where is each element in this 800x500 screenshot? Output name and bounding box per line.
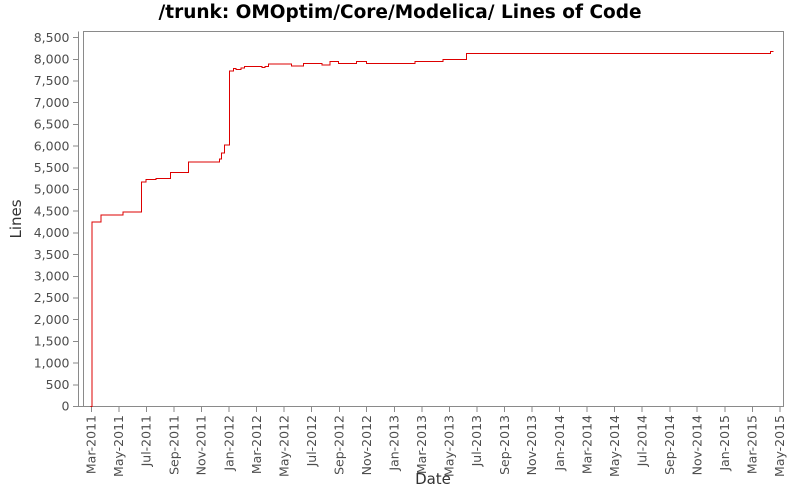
y-tick-label: 7,500 bbox=[34, 73, 70, 88]
y-tick-label: 4,000 bbox=[34, 225, 70, 240]
x-axis-label: Date bbox=[415, 470, 451, 488]
loc-step-line bbox=[90, 51, 774, 407]
y-tick-label: 2,500 bbox=[34, 290, 70, 305]
y-tick-label: 8,500 bbox=[34, 30, 70, 45]
x-tick-label: Mar-2015 bbox=[745, 415, 760, 474]
x-tick-label: May-2011 bbox=[111, 415, 126, 477]
x-tick-label: Jul-2014 bbox=[634, 415, 649, 467]
y-tick-label: 3,500 bbox=[34, 247, 70, 262]
y-tick-label: 7,000 bbox=[34, 95, 70, 110]
y-tick-label: 0 bbox=[62, 399, 70, 414]
x-tick-label: Nov-2012 bbox=[359, 415, 374, 475]
y-tick-label: 5,000 bbox=[34, 182, 70, 197]
x-tick-label: May-2013 bbox=[442, 415, 457, 477]
x-tick-label: Mar-2011 bbox=[84, 415, 99, 474]
x-ticks: Mar-2011 May-2011 Jul-2011 Sep-2011 Nov-2011… bbox=[84, 406, 787, 477]
x-tick-label: Nov-2011 bbox=[194, 415, 209, 475]
y-tick-label: 500 bbox=[46, 377, 70, 392]
x-tick-label: May-2014 bbox=[607, 415, 622, 477]
x-tick-label: Mar-2013 bbox=[414, 415, 429, 474]
x-tick-label: May-2012 bbox=[276, 415, 291, 477]
x-tick-label: Sep-2013 bbox=[497, 415, 512, 475]
x-tick-label: Jan-2013 bbox=[387, 415, 402, 472]
x-tick-label: May-2015 bbox=[772, 415, 787, 477]
y-tick-label: 1,000 bbox=[34, 355, 70, 370]
x-tick-label: Jul-2013 bbox=[469, 415, 484, 467]
y-tick-label: 8,000 bbox=[34, 51, 70, 66]
x-tick-label: Jul-2011 bbox=[139, 415, 154, 467]
y-tick-label: 6,500 bbox=[34, 117, 70, 132]
y-tick-label: 5,500 bbox=[34, 160, 70, 175]
x-tick-label: Sep-2012 bbox=[332, 415, 347, 475]
y-tick-label: 4,500 bbox=[34, 203, 70, 218]
x-tick-label: Nov-2014 bbox=[689, 415, 704, 475]
x-tick-label: Mar-2012 bbox=[249, 415, 264, 474]
y-tick-label: 1,500 bbox=[34, 334, 70, 349]
x-tick-label: Jan-2015 bbox=[717, 415, 732, 472]
x-tick-label: Sep-2011 bbox=[166, 415, 181, 475]
x-tick-label: Jan-2012 bbox=[221, 415, 236, 472]
x-tick-label: Mar-2014 bbox=[579, 415, 594, 474]
axes bbox=[78, 31, 784, 407]
y-tick-label: 2,000 bbox=[34, 312, 70, 327]
plot-border bbox=[83, 31, 784, 407]
x-tick-label: Jan-2014 bbox=[552, 415, 567, 472]
y-tick-label: 6,000 bbox=[34, 138, 70, 153]
x-tick-label: Sep-2014 bbox=[662, 415, 677, 475]
x-tick-label: Jul-2012 bbox=[304, 415, 319, 467]
y-tick-label: 3,000 bbox=[34, 268, 70, 283]
y-ticks: 0 500 1,000 1,500 2,000 2,500 3,000 3,500 4,000 4… bbox=[34, 30, 79, 414]
chart-title: /trunk: OMOptim/Core/Modelica/ Lines of … bbox=[158, 2, 642, 23]
x-tick-label: Nov-2013 bbox=[524, 415, 539, 475]
